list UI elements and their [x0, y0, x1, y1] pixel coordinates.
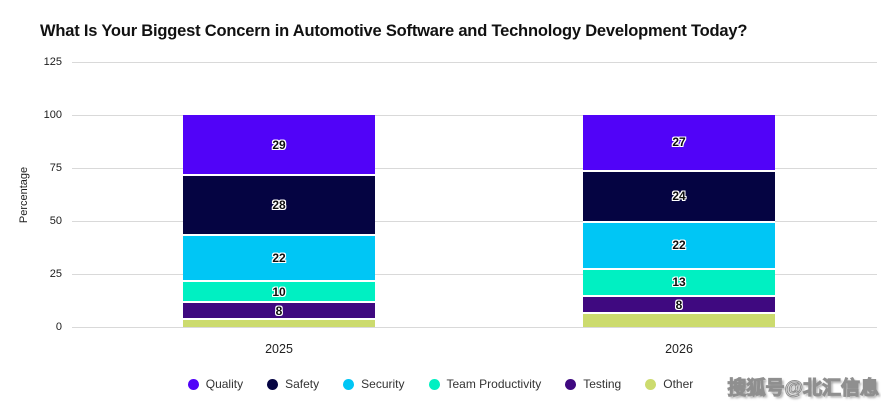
testing-swatch-icon — [565, 378, 577, 390]
segment-value-label: 8 — [275, 303, 283, 318]
legend-label: Testing — [583, 377, 622, 391]
segment-value-label: 24 — [672, 189, 686, 204]
x-tick-2026: 2026 — [665, 342, 693, 356]
security-swatch-icon — [343, 378, 355, 390]
gridline-25 — [72, 274, 877, 275]
team-productivity-swatch-icon — [428, 378, 440, 390]
bar-segment-other — [583, 314, 775, 327]
legend-label: Other — [663, 377, 694, 391]
segment-value-label: 27 — [672, 135, 686, 150]
plot-area: 125 100 75 50 25 0 Percentage 29 28 22 10 8 … — [18, 56, 877, 356]
legend-item-safety: Safety — [267, 377, 319, 391]
x-tick-2025: 2025 — [265, 342, 293, 356]
watermark: 搜狐号@北汇信息 — [727, 378, 880, 400]
legend-item-quality: Quality — [187, 377, 244, 391]
y-tick-0: 0 — [55, 321, 62, 333]
gridline-100 — [72, 115, 877, 116]
legend: Quality Safety Security Team Productivit… — [0, 377, 881, 391]
y-tick-125: 125 — [43, 56, 62, 68]
segment-value-label: 28 — [272, 197, 286, 212]
y-tick-50: 50 — [49, 215, 62, 227]
bar-segment-safety: 24 — [583, 172, 775, 223]
y-tick-100: 100 — [43, 109, 62, 121]
bar-segment-team-productivity: 10 — [183, 282, 375, 304]
safety-swatch-icon — [267, 378, 279, 390]
segment-value-label: 13 — [672, 275, 686, 290]
quality-swatch-icon — [187, 378, 199, 390]
bar-segment-other — [183, 320, 375, 327]
bar-segment-testing: 8 — [583, 297, 775, 315]
legend-label: Security — [361, 377, 405, 391]
legend-item-team-productivity: Team Productivity — [428, 377, 542, 391]
bar-segment-testing: 8 — [183, 303, 375, 321]
segment-value-label: 22 — [272, 250, 286, 265]
bar-segment-team-productivity: 13 — [583, 269, 775, 298]
bar-segment-safety: 28 — [183, 176, 375, 236]
bar-segment-security: 22 — [583, 222, 775, 270]
segment-value-label: 10 — [272, 284, 286, 299]
stacked-bar-2025: 29 28 22 10 8 — [183, 114, 375, 327]
gridline-0-baseline — [72, 327, 877, 328]
segment-value-label: 29 — [272, 137, 286, 152]
bar-segment-security: 22 — [183, 235, 375, 283]
chart-title: What Is Your Biggest Concern in Automoti… — [40, 22, 748, 40]
legend-item-other: Other — [645, 377, 693, 391]
gridline-75 — [72, 168, 877, 169]
legend-label: Safety — [285, 377, 320, 391]
stacked-bar-2026: 27 24 22 13 8 — [583, 114, 775, 327]
gridline-50 — [72, 221, 877, 222]
segment-value-label: 22 — [672, 238, 686, 253]
y-tick-25: 25 — [49, 268, 62, 280]
bar-segment-quality: 29 — [183, 114, 375, 177]
gridline-125 — [72, 62, 877, 63]
legend-label: Team Productivity — [446, 377, 542, 391]
legend-item-testing: Testing — [565, 377, 621, 391]
other-swatch-icon — [645, 378, 657, 390]
y-axis-label: Percentage — [18, 166, 31, 223]
bar-segment-quality: 27 — [583, 114, 775, 173]
legend-label: Quality — [205, 377, 244, 391]
legend-item-security: Security — [343, 377, 405, 391]
y-tick-75: 75 — [49, 162, 62, 174]
segment-value-label: 8 — [675, 297, 683, 312]
